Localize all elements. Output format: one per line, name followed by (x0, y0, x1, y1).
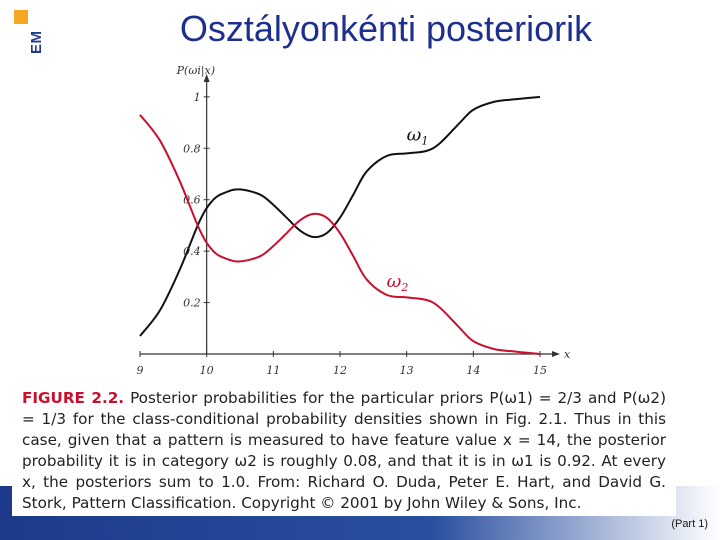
caption-text: Posterior probabilities for the particul… (22, 389, 666, 512)
figure-panel: 9 10 11 12 13 14 15 0.2 0.4 0.6 0.8 1 P(ωi|x) x ω1 ω2 F… (12, 66, 676, 516)
y-tick-label: 0.2 (183, 297, 201, 310)
footer-right-text: (Part 1) (671, 518, 708, 530)
institution-logo: EM (14, 10, 45, 58)
x-tick-label: 10 (200, 364, 214, 377)
series-line-2 (139, 114, 541, 355)
series-line-1 (139, 95, 541, 337)
x-tick-label: 15 (533, 364, 547, 377)
figure-caption: FIGURE 2.2. Posterior probabilities for t… (22, 388, 666, 514)
series-label-1: ω1 (407, 125, 429, 148)
caption-label: FIGURE 2.2. (22, 389, 125, 407)
y-tick-label: 0.6 (183, 194, 201, 207)
logo-square (14, 10, 28, 24)
y-axis-label: P(ωi|x) (176, 66, 215, 78)
x-tick-label: 11 (266, 364, 280, 377)
series-label-2: ω2 (387, 271, 409, 294)
x-axis-arrow (552, 351, 560, 357)
y-axis-arrow (203, 74, 210, 82)
x-axis-label: x (564, 348, 571, 361)
x-tick-label: 12 (333, 364, 347, 377)
y-tick-label: 1 (194, 91, 201, 104)
x-tick-label: 14 (466, 364, 480, 377)
x-tick-label: 9 (137, 364, 144, 377)
y-tick-label: 0.8 (183, 142, 201, 155)
slide-title: Osztályonkénti posteriorik (179, 8, 593, 49)
x-tick-label: 13 (400, 364, 414, 377)
